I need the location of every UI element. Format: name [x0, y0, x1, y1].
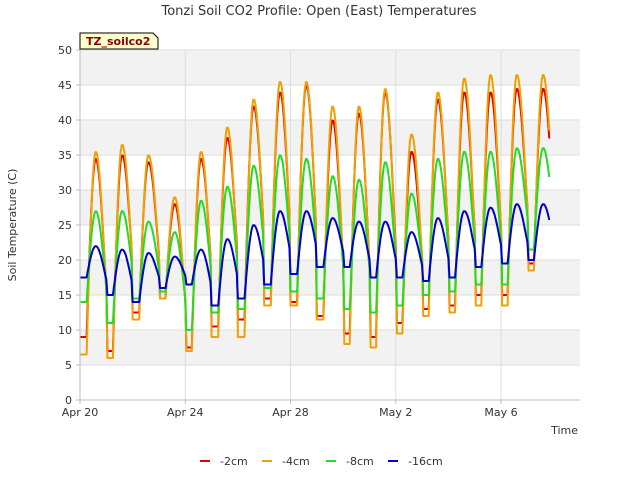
- x-tick-label: Apr 24: [167, 406, 204, 419]
- y-tick-label: 15: [58, 289, 72, 302]
- plot-band: [80, 85, 580, 120]
- site-badge-box: [79, 32, 159, 50]
- plot-band: [80, 50, 580, 85]
- series-lines: [80, 74, 551, 359]
- y-tick-label: 35: [58, 149, 72, 162]
- y-tick-label: 0: [65, 394, 72, 407]
- y-tick-label: 45: [58, 79, 72, 92]
- plot-band: [80, 225, 580, 260]
- y-axis-label: Soil Temperature (C): [6, 169, 19, 282]
- legend-label: -4cm: [282, 455, 310, 468]
- y-tick-label: 20: [58, 254, 72, 267]
- y-tick-label: 10: [58, 324, 72, 337]
- axes: 0 5 10 15 20 25 30 35 40 45 50 Apr 20 Apr 24 Apr 28 Ma…: [58, 44, 580, 419]
- plot-band: [80, 330, 580, 365]
- y-tick-label: 25: [58, 219, 72, 232]
- legend: -2cm -4cm -8cm -16cm: [200, 455, 443, 468]
- x-tick-label: May 6: [484, 406, 517, 419]
- x-tick-label: Apr 20: [62, 406, 99, 419]
- chart-title: Tonzi Soil CO2 Profile: Open (East) Temp…: [160, 4, 476, 19]
- plot-band: [80, 260, 580, 295]
- x-tick-label: May 2: [379, 406, 412, 419]
- y-tick-label: 50: [58, 44, 72, 57]
- series-line-8cm: [80, 147, 551, 331]
- plot-band: [80, 365, 580, 400]
- legend-label: -8cm: [346, 455, 374, 468]
- plot-band: [80, 295, 580, 330]
- x-tick-label: Apr 28: [272, 406, 309, 419]
- y-tick-label: 30: [58, 184, 72, 197]
- series-line-4cm: [80, 74, 551, 359]
- legend-label: -16cm: [408, 455, 443, 468]
- y-tick-label: 40: [58, 114, 72, 127]
- y-tick-label: 5: [65, 359, 72, 372]
- series-line-16cm: [80, 203, 551, 307]
- site-badge-label: TZ_soilco2: [86, 35, 150, 48]
- x-axis-label: Time: [550, 424, 578, 437]
- legend-label: -2cm: [220, 455, 248, 468]
- site-badge: TZ_soilco2: [79, 32, 159, 50]
